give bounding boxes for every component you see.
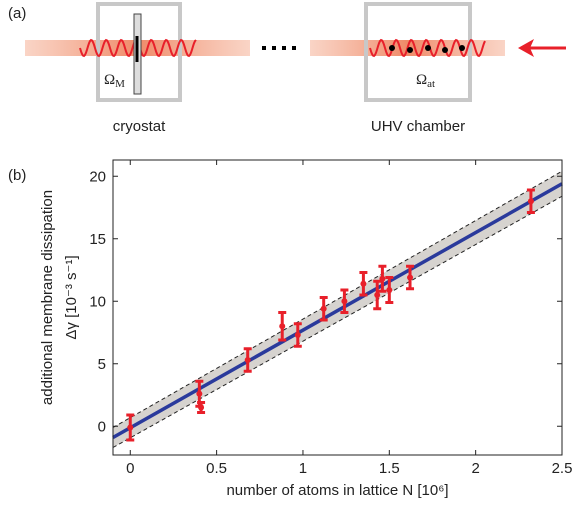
schematic: (a) ΩM Ωat cryostat UHV chamber <box>8 2 566 135</box>
point <box>360 280 367 287</box>
x-tick-label: 0.5 <box>206 460 227 477</box>
x-tick-label: 1.5 <box>379 460 400 477</box>
x-tick-label: 1 <box>299 460 307 477</box>
arrow-head <box>518 39 534 57</box>
band-edge <box>112 170 563 428</box>
y-axis-label: Δγ [10⁻³ s⁻¹] <box>63 255 80 339</box>
uhv-box <box>364 2 472 102</box>
y-tick-label: 0 <box>98 418 106 435</box>
ellipsis <box>262 46 296 50</box>
point <box>127 424 134 431</box>
point <box>198 404 205 411</box>
wave <box>369 38 486 58</box>
x-tick-label: 0 <box>126 460 134 477</box>
panel-label: (b) <box>8 167 26 184</box>
x-tick-label: 2 <box>471 460 479 477</box>
y-axis-label: additional membrane dissipation <box>39 190 56 405</box>
point <box>374 292 381 298</box>
x-tick-label: 2.5 <box>552 460 573 477</box>
cryostat-box <box>96 2 182 102</box>
point <box>407 274 414 281</box>
plot-frame <box>112 159 563 456</box>
point <box>294 332 301 338</box>
point <box>244 357 251 363</box>
panel-label: (a) <box>8 5 26 22</box>
y-tick-label: 15 <box>89 231 106 248</box>
point <box>386 287 393 293</box>
point <box>196 390 203 397</box>
point <box>320 305 327 312</box>
band-edge <box>112 195 563 448</box>
y-tick-label: 20 <box>89 168 106 185</box>
point <box>527 198 534 205</box>
caption: cryostat <box>113 118 166 135</box>
point <box>279 323 286 330</box>
y-tick-label: 10 <box>89 293 106 310</box>
y-tick-label: 5 <box>98 356 106 373</box>
atoms <box>389 45 465 53</box>
fit-line <box>112 182 563 440</box>
x-axis-label: number of atoms in lattice N [10⁶] <box>226 482 448 499</box>
point <box>379 275 386 282</box>
chart: (b) 0 0.5 1 1.5 2 2.5 0 5 10 15 20 number of atoms i… <box>8 159 573 499</box>
omega-m: ΩM <box>104 72 125 90</box>
point <box>341 298 348 305</box>
caption: UHV chamber <box>371 118 465 135</box>
omega-at: Ωat <box>416 72 435 90</box>
